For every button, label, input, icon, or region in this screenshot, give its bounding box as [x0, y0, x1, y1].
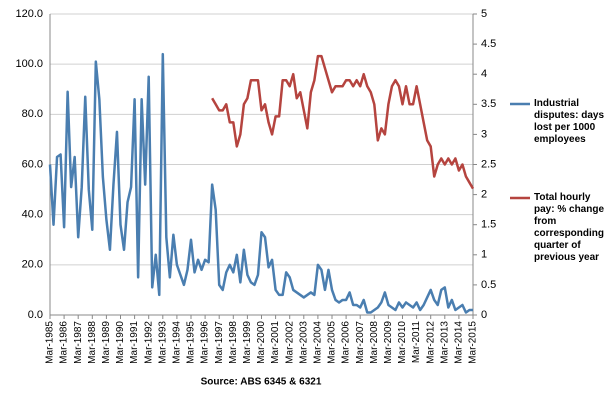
- x-tick-label: Mar-2009: [383, 321, 394, 364]
- y2-tick-label: 3: [481, 128, 487, 140]
- x-tick-label: Mar-1997: [214, 321, 225, 364]
- y-tick-label: 60.0: [22, 158, 43, 170]
- y2-tick-label: 4: [481, 68, 487, 80]
- x-tick-label: Mar-1987: [73, 321, 84, 364]
- source-note: Source: ABS 6345 & 6321: [201, 377, 322, 388]
- x-tick-label: Mar-2013: [439, 321, 450, 364]
- x-tick-label: Mar-2010: [397, 321, 408, 364]
- x-tick-label: Mar-1996: [200, 321, 211, 364]
- series-line: [211, 54, 475, 190]
- x-tick-label: Mar-2008: [369, 321, 380, 364]
- series-line: [48, 52, 473, 314]
- y-tick-label: 0.0: [28, 309, 43, 321]
- x-tick-label: Mar-1991: [129, 321, 140, 364]
- x-tick-label: Mar-2011: [411, 321, 422, 363]
- x-tick-label: Mar-1985: [45, 321, 56, 364]
- legend-label: Industrial disputes: days lost per 1000 …: [534, 98, 605, 145]
- x-tick-label: Mar-1998: [228, 321, 239, 364]
- y-tick-label: 100.0: [15, 58, 43, 70]
- x-tick-label: Mar-1999: [242, 321, 253, 364]
- legend-label: Total hourly pay: % change from correspo…: [534, 192, 605, 263]
- x-tick-label: Mar-2014: [454, 321, 465, 364]
- y2-tick-label: 2.5: [481, 158, 496, 170]
- y-tick-label: 120.0: [15, 8, 43, 20]
- x-tick-label: Mar-2002: [284, 321, 295, 364]
- y-tick-label: 20.0: [22, 259, 43, 271]
- x-tick-label: Mar-1992: [143, 321, 154, 364]
- x-tick-label: Mar-1988: [87, 321, 98, 364]
- y2-tick-label: 4.5: [481, 38, 496, 50]
- y2-tick-label: 0.5: [481, 279, 496, 291]
- x-tick-label: Mar-2001: [270, 321, 281, 364]
- x-tick-label: Mar-1994: [172, 321, 183, 364]
- x-tick-label: Mar-1989: [101, 321, 112, 364]
- x-tick-label: Mar-2012: [425, 321, 436, 364]
- y2-tick-label: 1: [481, 249, 487, 261]
- y2-tick-label: 5: [481, 8, 487, 20]
- y-tick-label: 40.0: [22, 209, 43, 221]
- x-tick-label: Mar-1993: [157, 321, 168, 364]
- y2-tick-label: 3.5: [481, 98, 496, 110]
- x-tick-label: Mar-2007: [355, 321, 366, 364]
- x-tick-label: Mar-2000: [256, 321, 267, 364]
- x-tick-label: Mar-1990: [115, 321, 126, 364]
- x-tick-label: Mar-2005: [327, 321, 338, 364]
- x-tick-label: Mar-2003: [298, 321, 309, 364]
- x-tick-label: Mar-1995: [186, 321, 197, 364]
- x-tick-label: Mar-2015: [468, 321, 479, 364]
- x-tick-label: Mar-2006: [341, 321, 352, 364]
- y2-tick-label: 1.5: [481, 219, 496, 231]
- y-tick-label: 80.0: [22, 108, 43, 120]
- y2-tick-label: 0: [481, 309, 487, 321]
- y2-tick-label: 2: [481, 189, 487, 201]
- x-tick-label: Mar-2004: [313, 321, 324, 364]
- x-tick-label: Mar-1986: [59, 321, 70, 364]
